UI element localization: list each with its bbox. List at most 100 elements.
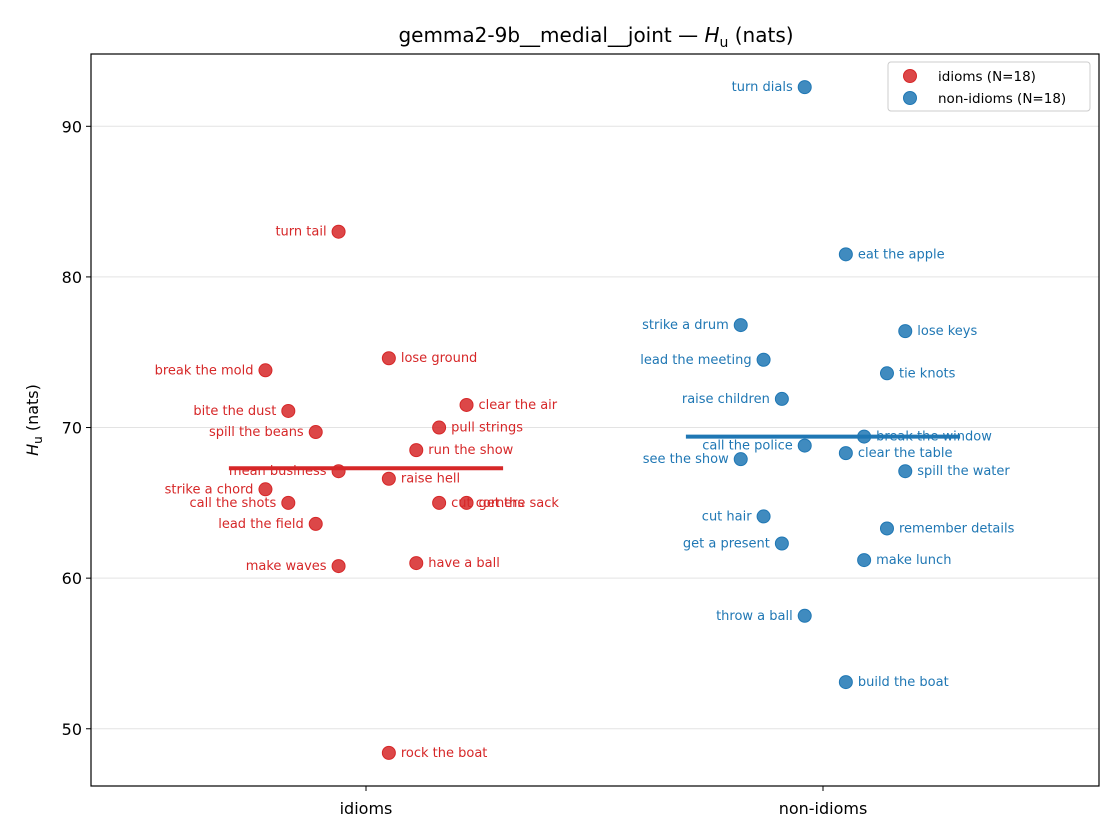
point-label: get the sack xyxy=(479,496,560,511)
data-point xyxy=(797,80,812,95)
y-tick-label: 60 xyxy=(62,569,82,588)
point-label: rock the boat xyxy=(401,746,488,761)
point-label: lose ground xyxy=(401,351,477,366)
data-point xyxy=(331,224,346,239)
legend-label: non-idioms (N=18) xyxy=(938,91,1066,107)
point-label: clear the table xyxy=(858,446,953,461)
data-point xyxy=(381,471,396,486)
chart-title-variable: H xyxy=(704,23,719,47)
data-point xyxy=(331,559,346,574)
data-point xyxy=(432,495,447,510)
data-point xyxy=(879,366,894,381)
data-point xyxy=(281,403,296,418)
data-point xyxy=(756,352,771,367)
data-point xyxy=(774,536,789,551)
point-label: lead the field xyxy=(218,517,303,532)
data-point xyxy=(308,425,323,440)
data-point xyxy=(797,438,812,453)
x-tick-label: idioms xyxy=(340,799,393,818)
y-axis-title-subscript: u xyxy=(31,436,45,444)
point-label: raise children xyxy=(682,392,770,407)
point-label: spill the beans xyxy=(209,425,304,440)
legend: idioms (N=18) non-idioms (N=18) xyxy=(887,61,1091,112)
point-label: cut hair xyxy=(702,509,752,524)
plot-frame xyxy=(90,53,1100,787)
data-point xyxy=(797,608,812,623)
data-point xyxy=(733,452,748,467)
y-tick-label: 70 xyxy=(62,419,82,438)
point-label: break the mold xyxy=(155,363,254,378)
chart-title-text: gemma2-9b__medial__joint — xyxy=(398,23,704,47)
point-label: get a present xyxy=(683,537,770,552)
point-label: turn tail xyxy=(275,225,326,240)
legend-marker xyxy=(903,69,917,83)
legend-marker xyxy=(903,91,917,105)
y-tick-label: 50 xyxy=(62,720,82,739)
data-point xyxy=(774,391,789,406)
point-labels: turn tail break the mold lose ground bite t… xyxy=(155,80,1015,761)
point-label: clear the air xyxy=(479,398,558,413)
point-label: spill the water xyxy=(917,464,1010,479)
data-point xyxy=(857,553,872,568)
data-point xyxy=(838,247,853,262)
data-point xyxy=(281,495,296,510)
data-point xyxy=(381,745,396,760)
data-point xyxy=(857,429,872,444)
data-point xyxy=(898,464,913,479)
point-label: build the boat xyxy=(858,675,949,690)
point-label: turn dials xyxy=(732,80,793,95)
point-label: mean business xyxy=(229,464,327,479)
point-label: have a ball xyxy=(428,556,500,571)
chart-title: gemma2-9b__medial__joint — Hu (nats) xyxy=(398,23,793,51)
x-tick-label: non-idioms xyxy=(779,799,868,818)
point-label: make lunch xyxy=(876,553,951,568)
data-point xyxy=(381,351,396,366)
point-label: make waves xyxy=(246,559,327,574)
point-label: throw a ball xyxy=(716,609,793,624)
data-point xyxy=(432,420,447,435)
data-point xyxy=(879,521,894,536)
y-tick-label: 80 xyxy=(62,268,82,287)
data-points xyxy=(258,80,913,760)
point-label: cut corners xyxy=(451,496,524,511)
data-point xyxy=(331,464,346,479)
chart-title-units: (nats) xyxy=(728,23,793,47)
grid-lines xyxy=(91,125,1099,730)
data-point xyxy=(756,509,771,524)
point-label: tie knots xyxy=(899,366,956,381)
y-axis-title-variable: H xyxy=(23,444,42,456)
mean-lines xyxy=(228,434,961,471)
point-label: strike a drum xyxy=(642,318,729,333)
point-label: run the show xyxy=(428,443,513,458)
data-point xyxy=(409,556,424,571)
data-point xyxy=(258,482,273,497)
point-label: pull strings xyxy=(451,421,523,436)
x-axis: idioms non-idioms xyxy=(340,786,868,818)
legend-box xyxy=(887,61,1091,112)
data-point xyxy=(459,397,474,412)
point-label: lead the meeting xyxy=(640,353,751,368)
legend-label: idioms (N=18) xyxy=(938,69,1036,85)
data-point xyxy=(838,446,853,461)
data-point xyxy=(838,675,853,690)
point-label: bite the dust xyxy=(193,404,276,419)
point-label: lose keys xyxy=(917,324,977,339)
y-axis-title-units: (nats) xyxy=(23,384,42,436)
data-point xyxy=(308,516,323,531)
y-axis-title: Hu (nats) xyxy=(23,384,45,456)
point-label: strike a chord xyxy=(165,482,254,497)
chart-title-subscript: u xyxy=(720,35,729,51)
point-label: eat the apple xyxy=(858,247,945,262)
data-point xyxy=(409,443,424,458)
point-label: remember details xyxy=(899,521,1015,536)
point-label: see the show xyxy=(643,452,729,467)
y-tick-label: 90 xyxy=(62,117,82,136)
data-point xyxy=(459,495,474,510)
point-label: break the window xyxy=(876,430,992,445)
data-point xyxy=(898,324,913,339)
y-axis: 50 60 70 80 90 xyxy=(62,117,91,739)
point-label: raise hell xyxy=(401,472,460,487)
data-point xyxy=(258,363,273,378)
